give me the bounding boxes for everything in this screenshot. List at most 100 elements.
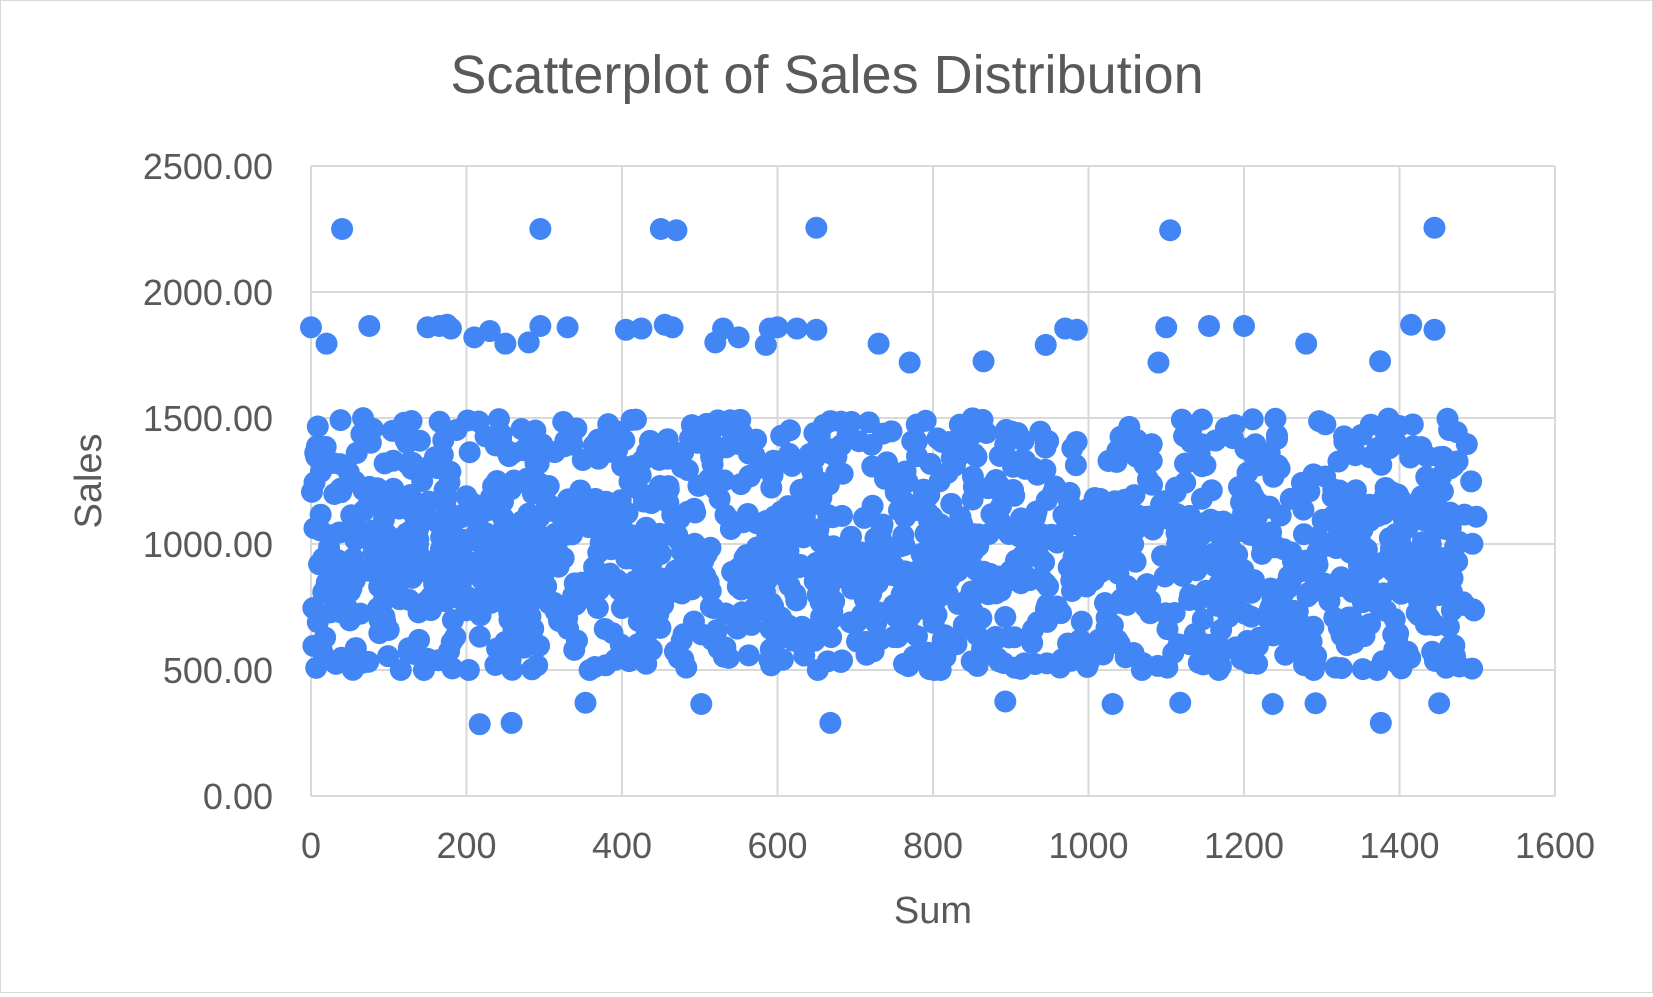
data-point — [1383, 608, 1406, 631]
data-point — [737, 644, 760, 667]
data-point — [952, 614, 975, 637]
data-point — [500, 711, 523, 734]
data-point — [766, 316, 789, 339]
data-point — [1369, 711, 1392, 734]
data-point — [844, 542, 867, 565]
data-point — [571, 448, 594, 471]
data-point — [373, 452, 396, 475]
data-point — [740, 613, 763, 636]
data-point — [1246, 652, 1269, 675]
data-point — [1428, 584, 1451, 607]
data-point — [1125, 445, 1148, 468]
data-point — [1089, 487, 1112, 510]
data-point — [1155, 316, 1178, 339]
data-point — [918, 509, 941, 532]
data-point — [646, 595, 669, 618]
data-point — [960, 650, 983, 673]
data-point — [374, 569, 397, 592]
data-point — [829, 650, 852, 673]
data-point — [1378, 437, 1401, 460]
data-point — [323, 483, 346, 506]
data-point — [671, 456, 694, 479]
data-point — [569, 479, 592, 502]
data-point — [428, 410, 451, 433]
data-point — [546, 540, 569, 563]
data-point — [1371, 553, 1394, 576]
data-point — [745, 428, 768, 451]
data-point — [406, 495, 429, 518]
data-point — [533, 437, 556, 460]
data-point — [661, 569, 684, 592]
data-point — [1108, 591, 1131, 614]
data-point — [342, 519, 365, 542]
data-point — [699, 595, 722, 618]
data-point — [469, 604, 492, 627]
data-point — [487, 408, 510, 431]
data-point — [396, 452, 419, 475]
data-point — [1029, 420, 1052, 443]
data-point — [897, 655, 920, 678]
data-point — [1115, 575, 1138, 598]
data-point — [865, 612, 888, 635]
data-point — [439, 317, 462, 340]
data-point — [661, 316, 684, 339]
data-point — [1370, 453, 1393, 476]
data-point — [300, 480, 323, 503]
data-point — [1225, 514, 1248, 537]
data-point — [1234, 488, 1257, 511]
x-tick-label: 1400 — [1359, 825, 1439, 866]
data-point — [606, 438, 629, 461]
data-point — [529, 315, 552, 338]
data-point — [520, 658, 543, 681]
data-point — [1435, 656, 1458, 679]
data-point — [990, 481, 1013, 504]
data-point — [753, 580, 776, 603]
y-tick-label: 2000.00 — [143, 272, 273, 313]
data-point — [451, 503, 474, 526]
data-point — [1298, 480, 1321, 503]
data-point — [1350, 423, 1373, 446]
data-point — [963, 442, 986, 465]
data-point — [1215, 556, 1238, 579]
data-point — [1123, 484, 1146, 507]
data-point — [1117, 546, 1140, 569]
data-point — [665, 219, 688, 242]
data-point — [1013, 548, 1036, 571]
data-point — [1168, 521, 1191, 544]
data-point — [1133, 505, 1156, 528]
data-point — [820, 626, 843, 649]
data-point — [684, 501, 707, 524]
data-point — [934, 645, 957, 668]
data-point — [805, 216, 828, 239]
data-point — [690, 693, 713, 716]
data-point — [931, 430, 954, 453]
data-point — [1169, 691, 1192, 714]
data-point — [1372, 502, 1395, 525]
data-point — [972, 350, 995, 373]
data-point — [604, 523, 627, 546]
data-point — [701, 453, 724, 476]
data-point — [1441, 567, 1464, 590]
data-point — [500, 566, 523, 589]
data-point — [1147, 351, 1170, 374]
data-point — [1461, 657, 1484, 680]
data-point — [1423, 519, 1446, 542]
data-point — [672, 648, 695, 671]
data-point — [805, 318, 828, 341]
data-point — [819, 711, 842, 734]
data-point — [1194, 579, 1217, 602]
data-point — [1295, 332, 1318, 355]
data-point — [1266, 427, 1289, 450]
data-point — [960, 542, 983, 565]
data-point — [491, 490, 514, 513]
data-point — [985, 582, 1008, 605]
data-point — [1241, 408, 1264, 431]
data-point — [848, 430, 871, 453]
data-point — [1114, 646, 1137, 669]
data-point — [975, 422, 998, 445]
data-point — [427, 565, 450, 588]
data-point — [553, 435, 576, 458]
data-point — [489, 547, 512, 570]
data-point — [1369, 350, 1392, 373]
